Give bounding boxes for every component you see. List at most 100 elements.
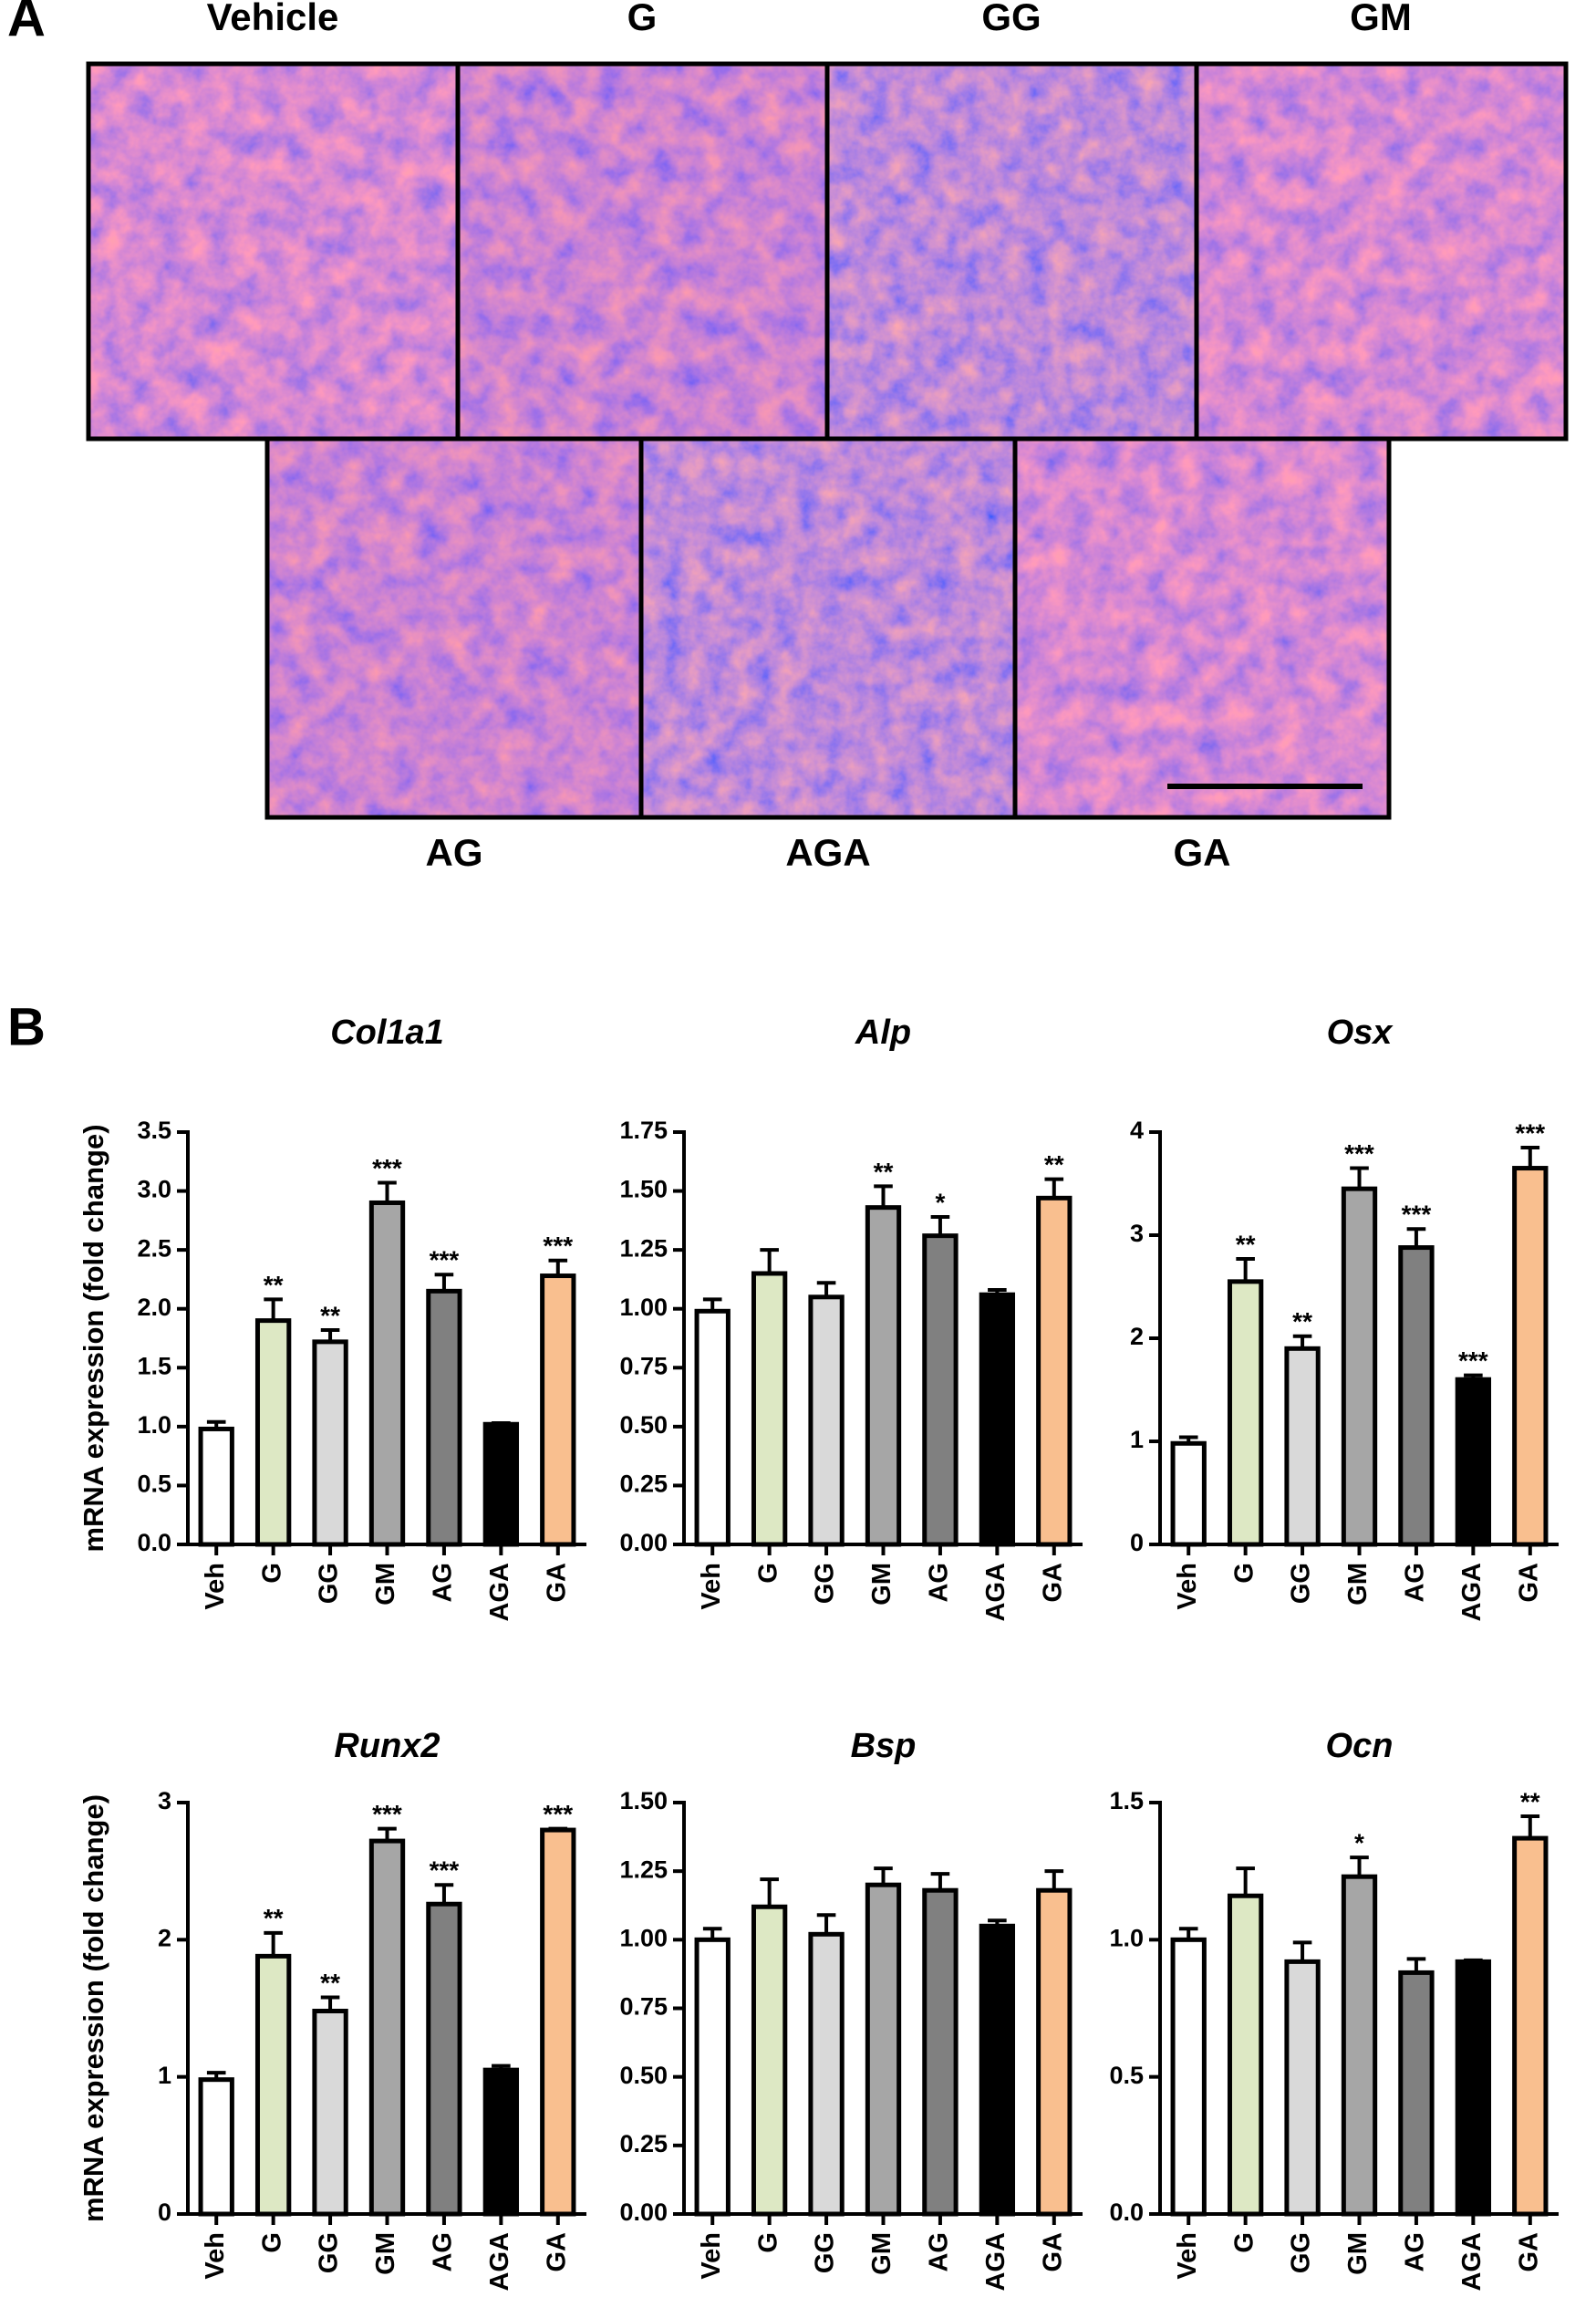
significance: *** xyxy=(543,1800,573,1828)
y-tick-label: 1.25 xyxy=(619,1234,668,1262)
y-tick-label: 0.00 xyxy=(619,2198,668,2226)
micrograph xyxy=(88,64,458,439)
bar xyxy=(312,2009,348,2217)
y-tick-label: 3 xyxy=(158,1787,171,1814)
bar xyxy=(368,1838,406,2217)
x-tick-label: GA xyxy=(1038,2232,1067,2272)
y-tick-label: 3.0 xyxy=(137,1176,171,1203)
y-tick-label: 0 xyxy=(1130,1529,1144,1556)
bar xyxy=(426,1901,462,2217)
bar xyxy=(540,1273,576,1547)
y-tick-label: 0.0 xyxy=(1109,2198,1144,2226)
significance: ** xyxy=(874,1158,894,1186)
x-tick-label: AG xyxy=(1401,1563,1430,1603)
bar xyxy=(1398,1970,1435,2217)
bar xyxy=(865,1205,902,1547)
x-tick-label: G xyxy=(753,1563,782,1584)
x-tick-label: Veh xyxy=(697,2232,726,2280)
significance: *** xyxy=(372,1154,402,1182)
chart-title: Bsp xyxy=(851,1727,917,1765)
bar xyxy=(1455,1959,1492,2217)
bar xyxy=(1227,1893,1264,2217)
significance: ** xyxy=(1520,1787,1540,1815)
significance: * xyxy=(935,1188,945,1216)
significance: *** xyxy=(372,1800,402,1828)
x-tick-label: Veh xyxy=(1173,2232,1202,2280)
chart-title: Runx2 xyxy=(334,1727,440,1765)
y-tick-label: 2.0 xyxy=(137,1294,171,1321)
y-tick-label: 1.00 xyxy=(619,1924,668,1951)
y-tick-label: 1.50 xyxy=(619,1787,668,1814)
significance: ** xyxy=(1044,1150,1064,1179)
micrograph xyxy=(1197,64,1566,439)
micrograph-border xyxy=(1012,436,1392,820)
x-tick-label: G xyxy=(1229,2232,1259,2253)
bar xyxy=(426,1288,462,1547)
y-tick-label: 0.25 xyxy=(619,2130,668,2157)
bar xyxy=(254,1953,292,2217)
significance: *** xyxy=(430,1246,460,1274)
bar xyxy=(1227,1279,1264,1547)
y-tick-label: 1.00 xyxy=(619,1294,668,1321)
x-tick-label: GA xyxy=(542,1563,571,1603)
image-label: GA xyxy=(1174,831,1231,874)
y-tick-label: 1.25 xyxy=(619,1855,668,1883)
bar xyxy=(1512,1166,1549,1547)
bar xyxy=(808,1931,845,2217)
y-tick-label: 3.5 xyxy=(137,1117,171,1144)
image-label: GM xyxy=(1350,0,1412,38)
bar xyxy=(1284,1346,1321,1547)
bar xyxy=(865,1882,902,2217)
x-tick-label: GM xyxy=(1343,1563,1373,1606)
micrographs xyxy=(86,61,1569,820)
significance: ** xyxy=(1292,1307,1312,1336)
x-tick-label: AGA xyxy=(1457,2232,1487,2292)
significance: ** xyxy=(320,1301,340,1329)
image-label: Vehicle xyxy=(207,0,339,38)
image-label: AGA xyxy=(785,831,870,874)
bar xyxy=(1170,1937,1207,2217)
y-tick-label: 1.0 xyxy=(1109,1924,1144,1951)
x-tick-label: G xyxy=(1229,1563,1259,1584)
x-tick-label: GG xyxy=(315,2232,344,2273)
bar xyxy=(1284,1959,1321,2217)
panel-label: A xyxy=(7,0,46,47)
bar xyxy=(1398,1245,1435,1547)
bar xyxy=(1036,1195,1073,1547)
bar xyxy=(198,1426,234,1547)
micrograph xyxy=(641,439,1015,817)
x-tick-label: AGA xyxy=(1457,1563,1487,1622)
bar xyxy=(1455,1377,1492,1547)
x-tick-label: AG xyxy=(925,2232,954,2272)
bar xyxy=(922,1887,959,2217)
significance: *** xyxy=(1515,1118,1545,1147)
bar xyxy=(540,1827,576,2217)
x-tick-label: GM xyxy=(867,2232,896,2275)
y-tick-label: 1.75 xyxy=(619,1117,668,1144)
significance: *** xyxy=(1402,1201,1432,1229)
chart-title: Alp xyxy=(855,1013,911,1052)
x-tick-label: Veh xyxy=(201,2232,230,2280)
bar xyxy=(198,2077,234,2217)
x-tick-label: Veh xyxy=(697,1563,726,1610)
x-tick-label: AG xyxy=(1401,2232,1430,2272)
bar xyxy=(1341,1186,1378,1547)
y-tick-label: 2 xyxy=(1130,1323,1144,1350)
y-tick-label: 0.75 xyxy=(619,1993,668,2021)
x-tick-label: GM xyxy=(1343,2232,1373,2275)
bar xyxy=(751,1904,788,2217)
bar xyxy=(694,1308,731,1547)
chart-title: Ocn xyxy=(1326,1727,1394,1765)
micrograph xyxy=(827,64,1197,439)
bar xyxy=(694,1937,731,2217)
y-tick-label: 0.00 xyxy=(619,1529,668,1556)
y-tick-label: 2.5 xyxy=(137,1234,171,1262)
bar xyxy=(751,1271,788,1547)
bar xyxy=(922,1233,959,1547)
significance: *** xyxy=(1344,1139,1374,1168)
x-tick-label: GG xyxy=(811,2232,840,2273)
bar xyxy=(1170,1440,1207,1547)
x-tick-label: GA xyxy=(542,2232,571,2272)
